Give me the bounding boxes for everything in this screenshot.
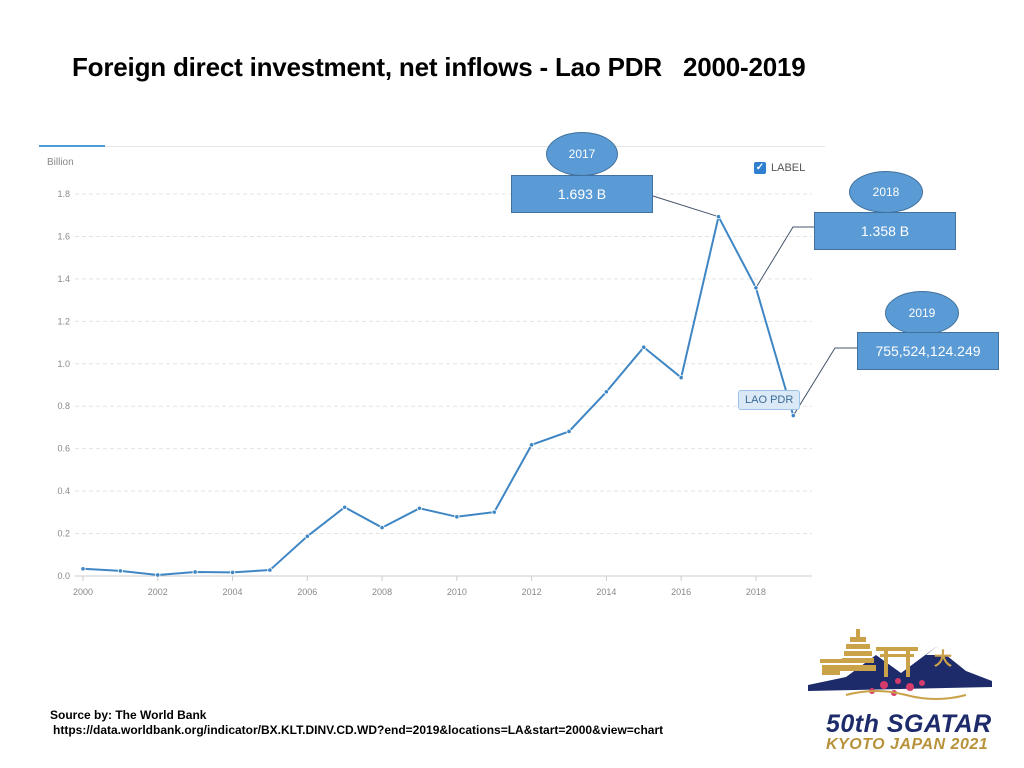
data-point-2016[interactable] bbox=[678, 374, 684, 381]
data-point-2007[interactable] bbox=[342, 504, 348, 510]
logo-mountain bbox=[808, 647, 992, 691]
logo-title: 50th SGATAR bbox=[826, 710, 992, 738]
y-tick-label: 0.6 bbox=[57, 444, 70, 454]
logo-pagoda bbox=[840, 629, 876, 671]
data-point-2004[interactable] bbox=[229, 569, 236, 575]
y-tick-label: 1.6 bbox=[57, 231, 70, 241]
source-note: Source by: The World Bank https://data.w… bbox=[50, 708, 663, 738]
series-name-tag: LAO PDR bbox=[738, 390, 801, 410]
logo-subtitle: KYOTO JAPAN 2021 bbox=[826, 736, 989, 753]
data-point-2015[interactable] bbox=[641, 344, 647, 350]
x-tick-label: 2012 bbox=[522, 587, 542, 597]
y-tick-label: 0.2 bbox=[57, 529, 70, 539]
x-tick-label: 2018 bbox=[746, 587, 766, 597]
x-tick-label: 2016 bbox=[671, 587, 691, 597]
data-point-2003[interactable] bbox=[192, 569, 198, 575]
source-url[interactable]: https://data.worldbank.org/indicator/BX.… bbox=[53, 723, 664, 737]
logo-snowcap bbox=[926, 647, 947, 655]
data-point-2008[interactable] bbox=[379, 525, 385, 531]
callout-value-2019: 755,524,124.249 bbox=[857, 332, 999, 370]
x-tick-label: 2006 bbox=[297, 587, 317, 597]
data-point-2006[interactable] bbox=[304, 533, 310, 539]
callout-year-2017: 2017 bbox=[546, 132, 618, 176]
data-point-2001[interactable] bbox=[117, 568, 123, 574]
data-point-2019[interactable] bbox=[790, 412, 796, 419]
data-point-2012[interactable] bbox=[529, 442, 535, 448]
callout-value-2017: 1.693 B bbox=[511, 175, 653, 213]
x-tick-label: 2014 bbox=[596, 587, 616, 597]
y-axis-unit-label: Billion bbox=[47, 157, 74, 168]
data-point-2005[interactable] bbox=[267, 567, 273, 573]
callout-leader-2019 bbox=[792, 347, 857, 416]
data-point-2017[interactable] bbox=[715, 214, 722, 220]
chart-title: Foreign direct investment, net inflows -… bbox=[72, 52, 806, 82]
data-point-2011[interactable] bbox=[491, 509, 497, 515]
legend[interactable]: ✓ LABEL bbox=[754, 162, 805, 174]
x-tick-label: 2000 bbox=[73, 587, 93, 597]
x-tick-label: 2010 bbox=[447, 587, 467, 597]
logo-torii bbox=[876, 647, 918, 677]
series-line-lao-pdr bbox=[82, 213, 795, 576]
callout-year-2019: 2019 bbox=[885, 291, 959, 335]
x-tick-label: 2008 bbox=[372, 587, 392, 597]
x-tick-label: 2004 bbox=[223, 587, 243, 597]
y-tick-label: 1.2 bbox=[57, 316, 70, 326]
source-attribution: Source by: The World Bank bbox=[50, 708, 207, 722]
logo-temple bbox=[820, 659, 842, 675]
logo-wave bbox=[845, 690, 967, 700]
callout-leader-2017 bbox=[652, 195, 719, 218]
sgatar-logo: 大 bbox=[808, 629, 992, 700]
y-tick-label: 1.8 bbox=[57, 189, 70, 199]
label-checkbox[interactable]: ✓ bbox=[754, 162, 766, 174]
tab-indicator bbox=[39, 145, 105, 147]
data-point-2000[interactable] bbox=[80, 566, 86, 572]
data-point-2014[interactable] bbox=[603, 389, 609, 395]
data-point-2013[interactable] bbox=[566, 428, 572, 435]
y-tick-label: 1.0 bbox=[57, 359, 70, 369]
y-tick-label: 1.4 bbox=[57, 274, 70, 284]
callout-leader-2018 bbox=[755, 226, 814, 289]
y-tick-label: 0.0 bbox=[57, 571, 70, 581]
data-point-2010[interactable] bbox=[454, 514, 460, 520]
logo-blossoms bbox=[869, 678, 925, 696]
logo-kanji: 大 bbox=[934, 648, 952, 670]
data-point-2002[interactable] bbox=[155, 572, 161, 578]
data-point-2018[interactable] bbox=[753, 285, 759, 291]
y-tick-label: 0.8 bbox=[57, 401, 70, 411]
callout-year-2018: 2018 bbox=[849, 171, 923, 213]
y-tick-label: 0.4 bbox=[57, 486, 70, 496]
callout-value-2018: 1.358 B bbox=[814, 212, 956, 250]
top-rule bbox=[105, 146, 825, 147]
legend-label: LABEL bbox=[771, 162, 806, 174]
x-tick-label: 2002 bbox=[148, 587, 168, 597]
data-point-2009[interactable] bbox=[416, 505, 423, 511]
